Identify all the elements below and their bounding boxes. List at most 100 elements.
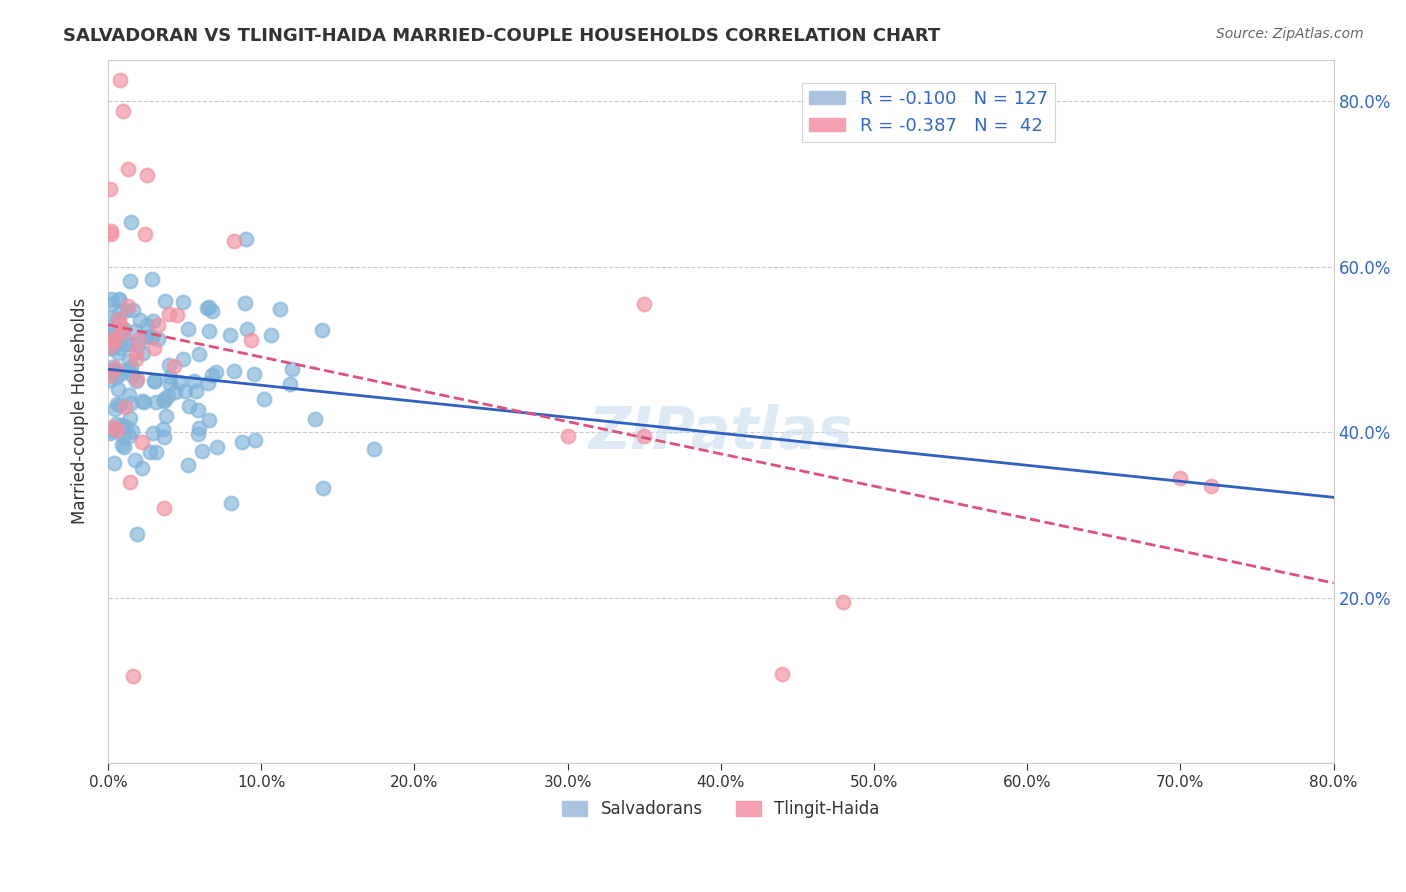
Point (101, 310, 124, 325)
Point (110, 398, 132, 412)
Point (112, 322, 135, 336)
Point (131, 461, 153, 475)
Point (127, 338, 149, 352)
Point (121, 424, 143, 438)
Point (98, 368, 121, 382)
Point (117, 300, 139, 314)
Point (146, 318, 169, 333)
Point (1199, 479, 1222, 493)
Point (195, 301, 218, 315)
Point (98, 331, 121, 345)
Point (173, 384, 195, 399)
Point (184, 384, 207, 398)
Point (142, 314, 165, 328)
Point (166, 309, 188, 323)
Point (145, 374, 167, 388)
Point (111, 430, 134, 444)
Point (260, 328, 283, 343)
Point (148, 332, 170, 346)
Point (100, 224, 122, 238)
Point (107, 382, 129, 396)
Point (118, 388, 141, 402)
Point (110, 322, 132, 336)
Point (100, 227, 122, 242)
Point (98, 327, 121, 342)
Point (222, 364, 245, 378)
Point (112, 440, 135, 454)
Point (121, 669, 143, 683)
Point (131, 393, 153, 408)
Point (132, 395, 155, 409)
Point (557, 429, 579, 443)
Point (156, 389, 179, 403)
Text: ZIPatlas: ZIPatlas (589, 404, 853, 461)
Point (253, 392, 276, 407)
Point (120, 411, 142, 425)
Point (131, 346, 153, 360)
Point (104, 333, 127, 347)
Point (110, 341, 132, 355)
Point (120, 274, 142, 288)
Point (153, 393, 176, 408)
Point (187, 420, 209, 434)
Point (218, 327, 240, 342)
Point (311, 323, 333, 337)
Point (107, 346, 129, 360)
Point (115, 337, 138, 351)
Point (125, 374, 148, 388)
Point (188, 346, 211, 360)
Point (103, 420, 125, 434)
Point (105, 311, 128, 326)
Point (197, 376, 219, 390)
Point (142, 374, 165, 388)
Point (105, 423, 128, 437)
Point (200, 304, 222, 318)
Point (141, 272, 163, 286)
Point (98, 339, 121, 353)
Point (183, 374, 205, 388)
Point (153, 430, 176, 444)
Point (243, 367, 266, 381)
Point (127, 333, 149, 347)
Point (125, 372, 148, 386)
Point (104, 370, 127, 384)
Text: SALVADORAN VS TLINGIT-HAIDA MARRIED-COUPLE HOUSEHOLDS CORRELATION CHART: SALVADORAN VS TLINGIT-HAIDA MARRIED-COUP… (63, 27, 941, 45)
Point (120, 475, 142, 489)
Point (145, 445, 167, 459)
Point (207, 440, 229, 454)
Point (134, 329, 156, 343)
Point (235, 232, 257, 246)
Point (219, 496, 242, 510)
Point (832, 595, 855, 609)
Point (117, 363, 139, 377)
Point (141, 329, 163, 343)
Point (205, 365, 228, 379)
Point (135, 168, 157, 182)
Point (312, 481, 335, 495)
Point (167, 376, 190, 390)
Point (155, 409, 177, 423)
Point (114, 420, 136, 434)
Point (108, 292, 131, 306)
Point (172, 351, 194, 366)
Point (157, 307, 180, 321)
Point (125, 527, 148, 541)
Point (107, 293, 129, 307)
Point (235, 322, 257, 336)
Point (100, 292, 122, 306)
Point (281, 362, 304, 376)
Point (118, 429, 141, 443)
Point (278, 377, 301, 392)
Point (152, 421, 174, 435)
Point (177, 322, 200, 336)
Point (108, 318, 131, 333)
Point (110, 73, 132, 87)
Point (129, 312, 152, 326)
Point (177, 400, 200, 414)
Point (120, 215, 142, 229)
Point (101, 423, 124, 437)
Point (142, 425, 165, 440)
Point (120, 359, 142, 374)
Point (100, 359, 122, 374)
Point (159, 358, 181, 372)
